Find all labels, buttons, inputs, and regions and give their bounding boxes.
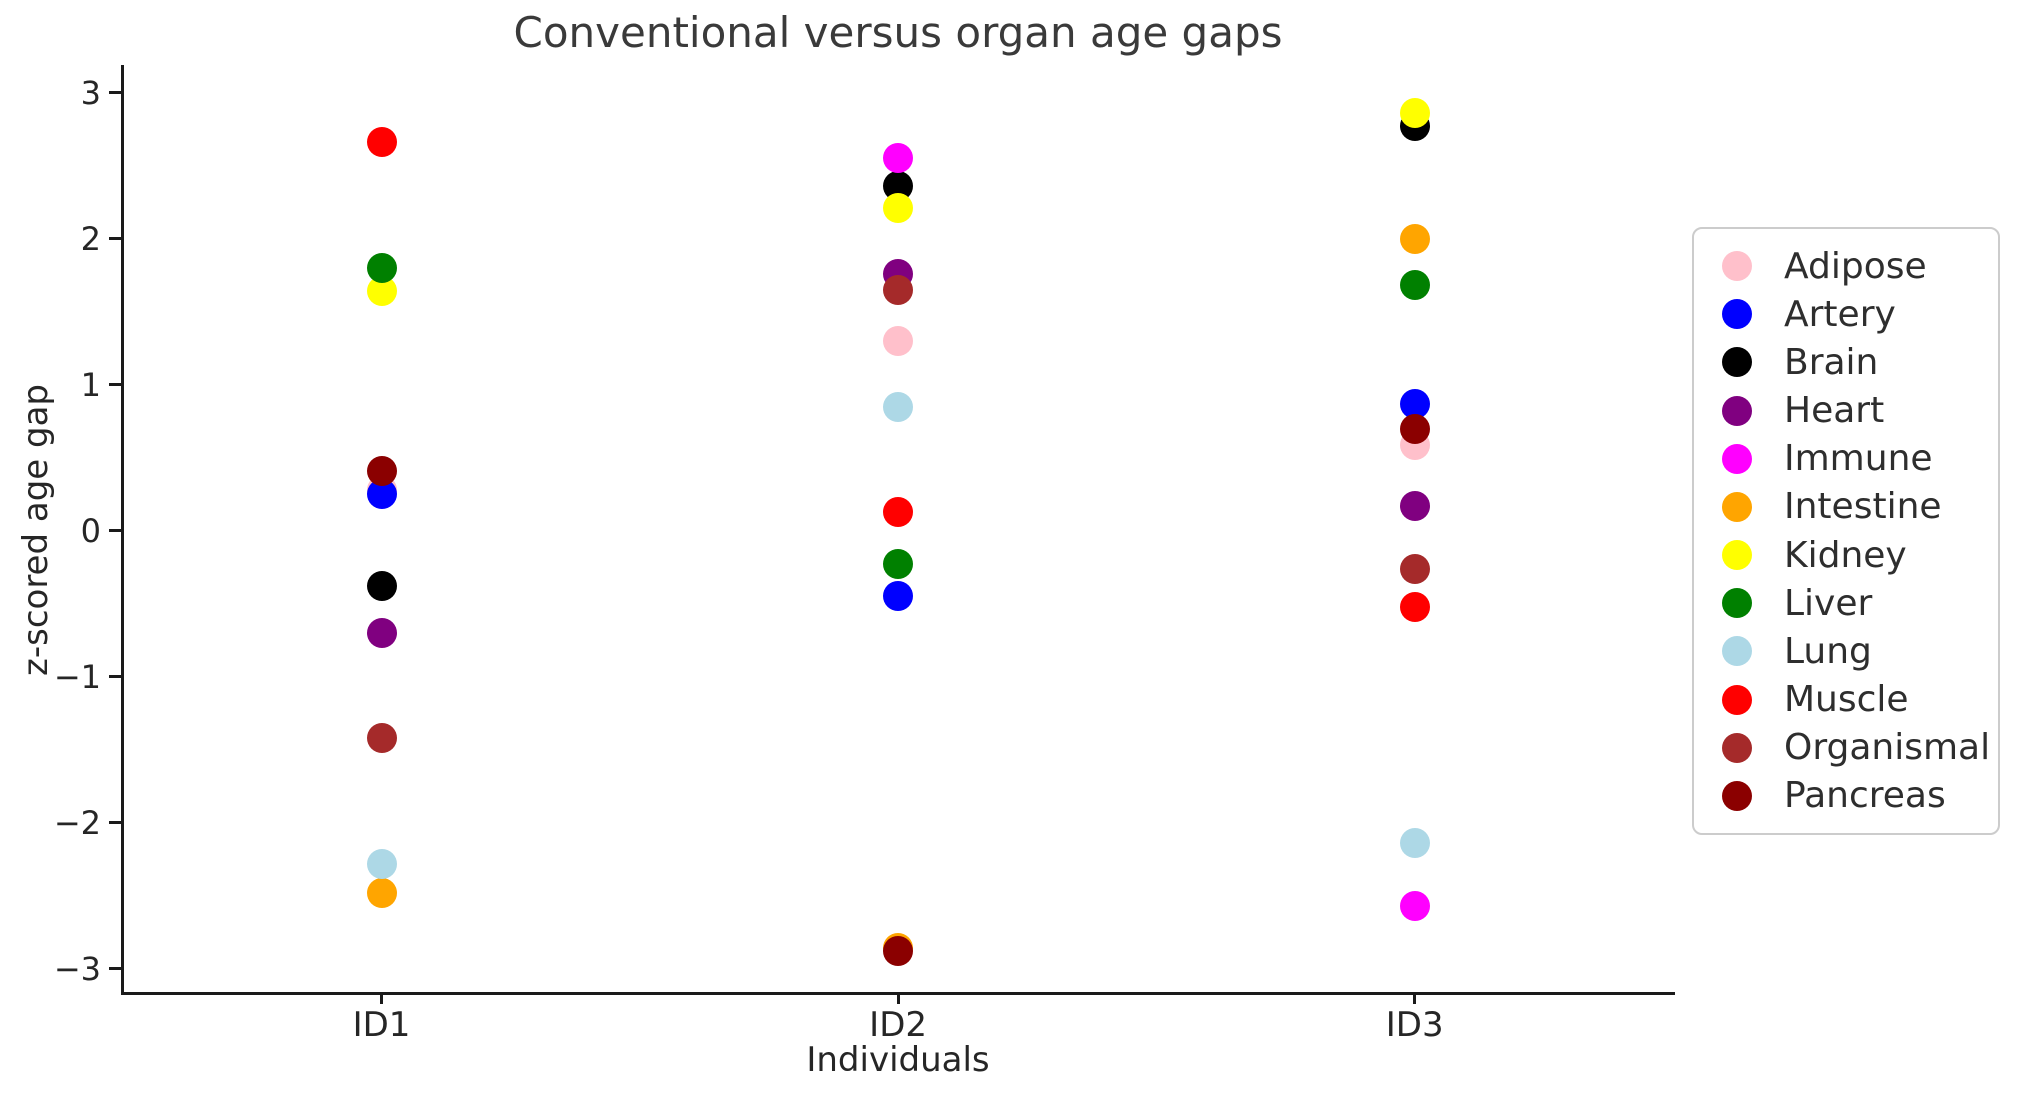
point-muscle-id1 <box>366 127 397 158</box>
y-tick-label-2: 2 <box>80 219 101 258</box>
legend-label-muscle: Muscle <box>1784 679 1909 721</box>
legend-dot-muscle-icon <box>1722 684 1752 715</box>
legend-label-pancreas: Pancreas <box>1784 775 1946 817</box>
legend-dot-brain-icon <box>1722 347 1752 378</box>
y-tick-mark-−3 <box>109 967 121 971</box>
x-tick-label-id2: ID2 <box>869 1005 928 1045</box>
point-organismal-id2 <box>883 274 914 305</box>
point-muscle-id3 <box>1399 591 1430 622</box>
chart-title: Conventional versus organ age gaps <box>513 8 1283 57</box>
x-tick-mark-id2 <box>896 992 900 1004</box>
point-adipose-id2 <box>883 325 914 356</box>
point-lung-id2 <box>883 391 914 422</box>
x-axis-label: Individuals <box>806 1040 990 1080</box>
point-immune-id2 <box>883 143 914 174</box>
y-tick-mark-2 <box>109 237 121 241</box>
y-tick-label-0: 0 <box>80 511 101 550</box>
y-tick-mark-3 <box>109 91 121 95</box>
point-pancreas-id3 <box>1399 413 1430 444</box>
x-tick-label-id1: ID1 <box>352 1005 411 1045</box>
legend-dot-artery-icon <box>1722 299 1752 330</box>
point-intestine-id3 <box>1399 223 1430 254</box>
legend-dot-intestine-icon <box>1722 491 1752 522</box>
legend-item-intestine: Intestine <box>1722 484 1998 530</box>
point-heart-id1 <box>366 617 397 648</box>
point-kidney-id2 <box>883 193 914 224</box>
point-kidney-id3 <box>1399 98 1430 129</box>
point-pancreas-id2 <box>883 936 914 967</box>
y-tick-label-−2: −2 <box>53 803 101 842</box>
point-brain-id1 <box>366 571 397 602</box>
point-artery-id2 <box>883 581 914 612</box>
legend-item-brain: Brain <box>1722 339 1998 385</box>
point-lung-id3 <box>1399 828 1430 859</box>
y-axis-line <box>121 65 124 995</box>
legend-label-lung: Lung <box>1784 630 1872 672</box>
y-tick-label-−1: −1 <box>53 657 101 696</box>
legend-item-pancreas: Pancreas <box>1722 773 1998 819</box>
point-liver-id3 <box>1399 270 1430 301</box>
point-organismal-id3 <box>1399 553 1430 584</box>
point-liver-id2 <box>883 549 914 580</box>
legend-item-heart: Heart <box>1722 388 1998 434</box>
legend-label-brain: Brain <box>1784 341 1879 383</box>
legend-label-organismal: Organismal <box>1784 727 1991 769</box>
legend-label-intestine: Intestine <box>1784 486 1942 528</box>
y-tick-mark-0 <box>109 529 121 533</box>
legend-dot-adipose-icon <box>1722 251 1752 281</box>
x-tick-label-id3: ID3 <box>1385 1005 1444 1045</box>
y-tick-mark-−2 <box>109 821 121 825</box>
legend-label-adipose: Adipose <box>1784 245 1927 287</box>
point-heart-id3 <box>1399 490 1430 521</box>
legend-dot-immune-icon <box>1722 443 1752 474</box>
point-lung-id1 <box>366 848 397 879</box>
legend-dot-lung-icon <box>1722 636 1752 667</box>
point-pancreas-id1 <box>366 455 397 486</box>
x-tick-mark-id3 <box>1413 992 1417 1004</box>
y-tick-mark-−1 <box>109 675 121 679</box>
point-intestine-id1 <box>366 877 397 908</box>
legend-label-heart: Heart <box>1784 390 1885 432</box>
y-tick-label-−3: −3 <box>53 949 101 988</box>
legend-label-kidney: Kidney <box>1784 534 1907 576</box>
legend-item-artery: Artery <box>1722 291 1998 337</box>
legend-item-lung: Lung <box>1722 628 1998 674</box>
legend-dot-organismal-icon <box>1722 732 1752 763</box>
y-tick-mark-1 <box>109 383 121 387</box>
point-organismal-id1 <box>366 723 397 754</box>
y-tick-label-1: 1 <box>80 365 101 404</box>
legend-label-liver: Liver <box>1784 582 1873 624</box>
legend-item-immune: Immune <box>1722 436 1998 482</box>
legend-item-muscle: Muscle <box>1722 677 1998 723</box>
legend-dot-pancreas-icon <box>1722 780 1752 811</box>
legend-dot-liver-icon <box>1722 588 1752 619</box>
y-tick-label-3: 3 <box>80 73 101 112</box>
legend-item-adipose: Adipose <box>1722 243 1998 289</box>
point-immune-id3 <box>1399 890 1430 921</box>
legend-item-kidney: Kidney <box>1722 532 1998 578</box>
point-muscle-id2 <box>883 496 914 527</box>
point-liver-id1 <box>366 252 397 283</box>
legend-dot-kidney-icon <box>1722 540 1752 571</box>
legend-item-organismal: Organismal <box>1722 725 1998 771</box>
legend-item-liver: Liver <box>1722 580 1998 626</box>
legend-label-artery: Artery <box>1784 293 1896 335</box>
legend-label-immune: Immune <box>1784 438 1933 480</box>
legend-dot-heart-icon <box>1722 395 1752 426</box>
x-tick-mark-id1 <box>380 992 383 1004</box>
legend-box: Adipose Artery Brain Heart Immune Intestine Ki… <box>1692 227 2000 835</box>
